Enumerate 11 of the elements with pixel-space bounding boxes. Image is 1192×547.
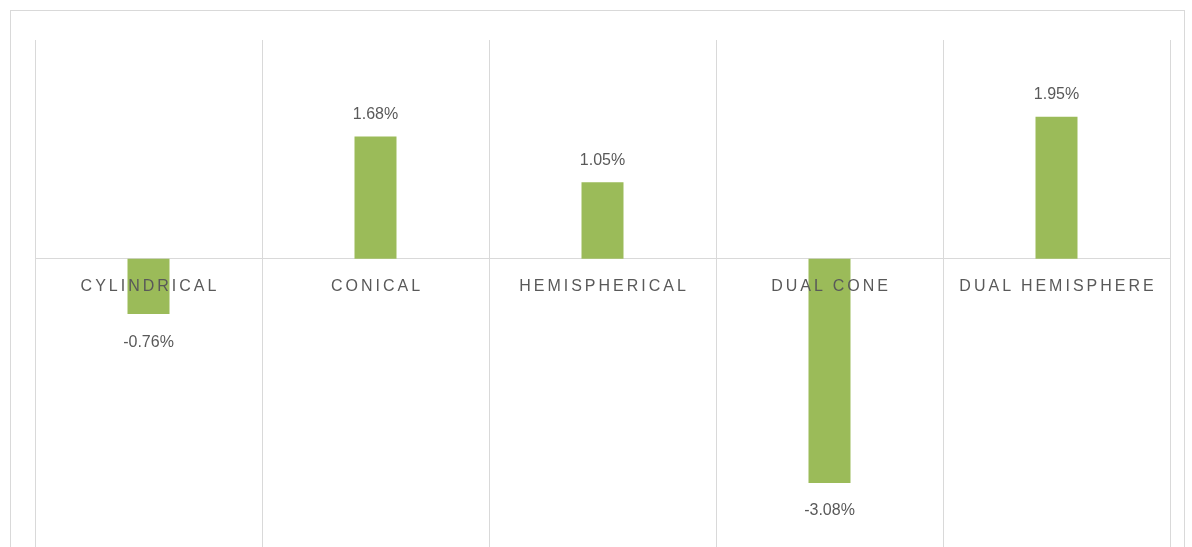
data-label: 1.68% (352, 104, 399, 122)
bar (354, 136, 397, 259)
data-label: -3.08% (804, 501, 855, 519)
bar (581, 182, 624, 259)
data-label: 1.05% (579, 150, 626, 168)
x-tick-label: DUAL HEMISPHERE (959, 277, 1157, 295)
data-label: 1.95% (1033, 85, 1080, 103)
x-tick-label: CONICAL (330, 277, 424, 295)
x-tick-label: HEMISPHERICAL (519, 277, 689, 295)
data-label: -0.76% (123, 332, 174, 350)
bar (1035, 116, 1078, 259)
